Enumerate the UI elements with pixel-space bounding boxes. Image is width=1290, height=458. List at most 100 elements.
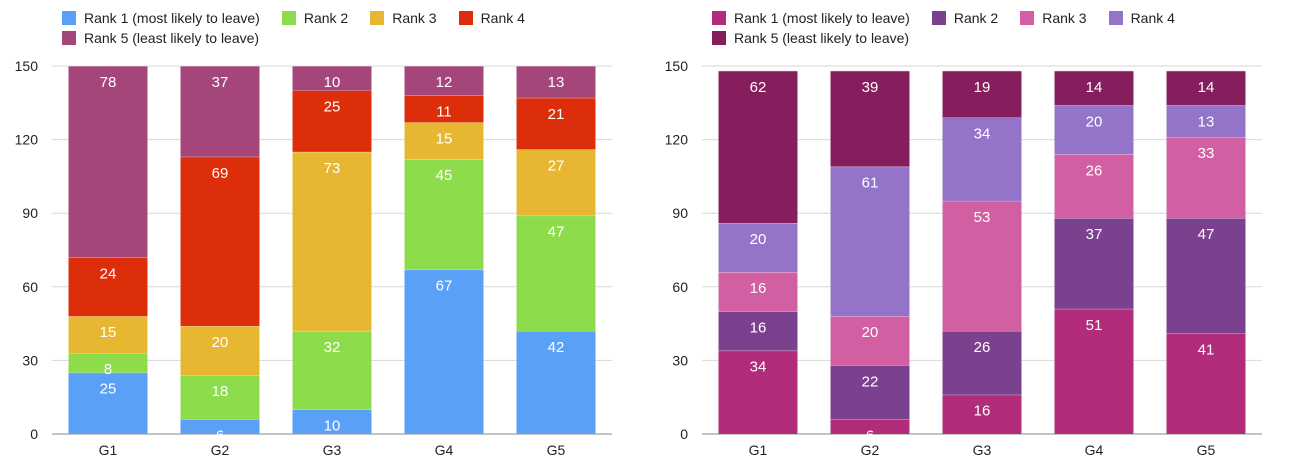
data-label: 41 (1198, 341, 1215, 358)
data-label: 39 (862, 79, 879, 96)
bar-segment (292, 409, 372, 434)
y-tick-label: 120 (15, 132, 39, 148)
bar-segment (180, 326, 260, 376)
data-label: 62 (750, 79, 767, 96)
data-label: 15 (436, 130, 453, 147)
data-label: 47 (1198, 226, 1215, 243)
data-label: 33 (1198, 145, 1215, 162)
legend-item: Rank 1 (most likely to leave) (712, 8, 910, 28)
legend-item: Rank 5 (least likely to leave) (712, 28, 909, 48)
data-label: 21 (548, 106, 565, 123)
data-label: 26 (1086, 162, 1103, 179)
data-label: 32 (324, 339, 341, 356)
data-label: 25 (324, 99, 341, 116)
x-tick-label: G1 (749, 442, 768, 458)
bar-segment (68, 316, 148, 354)
bar-segment (292, 66, 372, 91)
data-label: 16 (750, 319, 767, 336)
legend-item: Rank 5 (least likely to leave) (62, 28, 259, 48)
data-label: 73 (324, 160, 341, 177)
bar-segment (516, 66, 596, 98)
legend-swatch (370, 11, 385, 25)
bar-segment (942, 70, 1022, 118)
y-tick-label: 60 (672, 279, 688, 295)
legend-swatch (931, 11, 946, 25)
data-label: 37 (1086, 226, 1103, 243)
data-label: 34 (974, 126, 991, 143)
data-label: 78 (100, 74, 117, 91)
data-label: 20 (750, 231, 767, 248)
data-label: 8 (104, 361, 112, 378)
bar-segment (516, 215, 596, 331)
bar-segment (180, 156, 260, 327)
legend-item: Rank 2 (281, 8, 349, 28)
legend-label: Rank 4 (480, 10, 525, 26)
data-label: 37 (212, 74, 229, 91)
data-label: 6 (216, 427, 224, 444)
data-label: 22 (862, 373, 879, 390)
bar-segment (292, 90, 372, 152)
data-label: 19 (974, 79, 991, 96)
data-label: 14 (1198, 79, 1215, 96)
x-tick-label: G5 (1197, 442, 1216, 458)
bar-segment (830, 419, 910, 434)
bar-segment (404, 66, 484, 96)
legend-right: Rank 1 (most likely to leave) Rank 2 Rank … (712, 8, 1272, 48)
plot-left: 0 30 60 90 120 150 25 8 15 24 78 G1 6 18 20 69 37 G2 10 32 7… (15, 58, 612, 458)
legend-label: Rank 1 (most likely to leave) (734, 10, 910, 26)
bar-segment (830, 70, 910, 167)
bar-segment (1054, 308, 1134, 434)
y-tick-label: 0 (680, 426, 688, 442)
data-label: 34 (750, 359, 767, 376)
bar-segment (718, 311, 798, 351)
x-tick-label: G2 (211, 442, 230, 458)
bar-segment (68, 66, 148, 258)
bar-segment (718, 70, 798, 224)
data-label: 10 (324, 417, 341, 434)
bar-segment (718, 350, 798, 434)
x-tick-label: G1 (99, 442, 118, 458)
bar-segment (516, 149, 596, 216)
y-tick-label: 30 (22, 352, 38, 368)
bar-segment (942, 330, 1022, 395)
legend-item: Rank 2 (931, 8, 999, 28)
bar-segment (404, 159, 484, 270)
data-label: 6 (866, 427, 874, 444)
legend-label: Rank 1 (most likely to leave) (84, 10, 260, 26)
chart-right: Rank 1 (most likely to leave) Rank 2 Rank … (650, 0, 1290, 458)
legend-swatch (458, 11, 473, 25)
legend-swatch (1020, 11, 1035, 25)
legend-label: Rank 4 (1130, 10, 1175, 26)
y-tick-label: 90 (22, 205, 38, 221)
bar-segment (180, 419, 260, 434)
data-label: 13 (1198, 113, 1215, 130)
bar-segment (1054, 70, 1134, 106)
bar-segment (830, 365, 910, 420)
bar-segment (68, 353, 148, 373)
data-label: 12 (436, 74, 453, 91)
y-tick-label: 30 (672, 352, 688, 368)
bar-segment (404, 269, 484, 434)
legend-label: Rank 5 (least likely to leave) (734, 30, 910, 46)
legend-label: Rank 2 (953, 10, 999, 26)
bar-segment (942, 394, 1022, 434)
data-label: 61 (862, 175, 879, 192)
data-label: 20 (862, 324, 879, 341)
x-tick-label: G4 (1085, 442, 1104, 458)
bar-segment (1166, 70, 1246, 106)
data-label: 20 (1086, 113, 1103, 130)
bar-segment (292, 330, 372, 410)
legend-item: Rank 1 (most likely to leave) (62, 8, 260, 28)
bar-segment (1054, 218, 1134, 309)
legend-label: Rank 2 (303, 10, 349, 26)
data-label: 67 (436, 278, 453, 295)
plot-right: 0 30 60 90 120 150 34 16 16 20 62 G1 6 22 20 61 39 G2 16 26… (665, 58, 1262, 458)
data-label: 10 (324, 74, 341, 91)
y-tick-label: 120 (665, 132, 689, 148)
legend-swatch (281, 11, 296, 25)
bar-segment (1166, 333, 1246, 434)
bar-segment (1166, 218, 1246, 334)
bar-segment (404, 122, 484, 160)
bar-segment (292, 151, 372, 331)
y-tick-label: 90 (672, 205, 688, 221)
